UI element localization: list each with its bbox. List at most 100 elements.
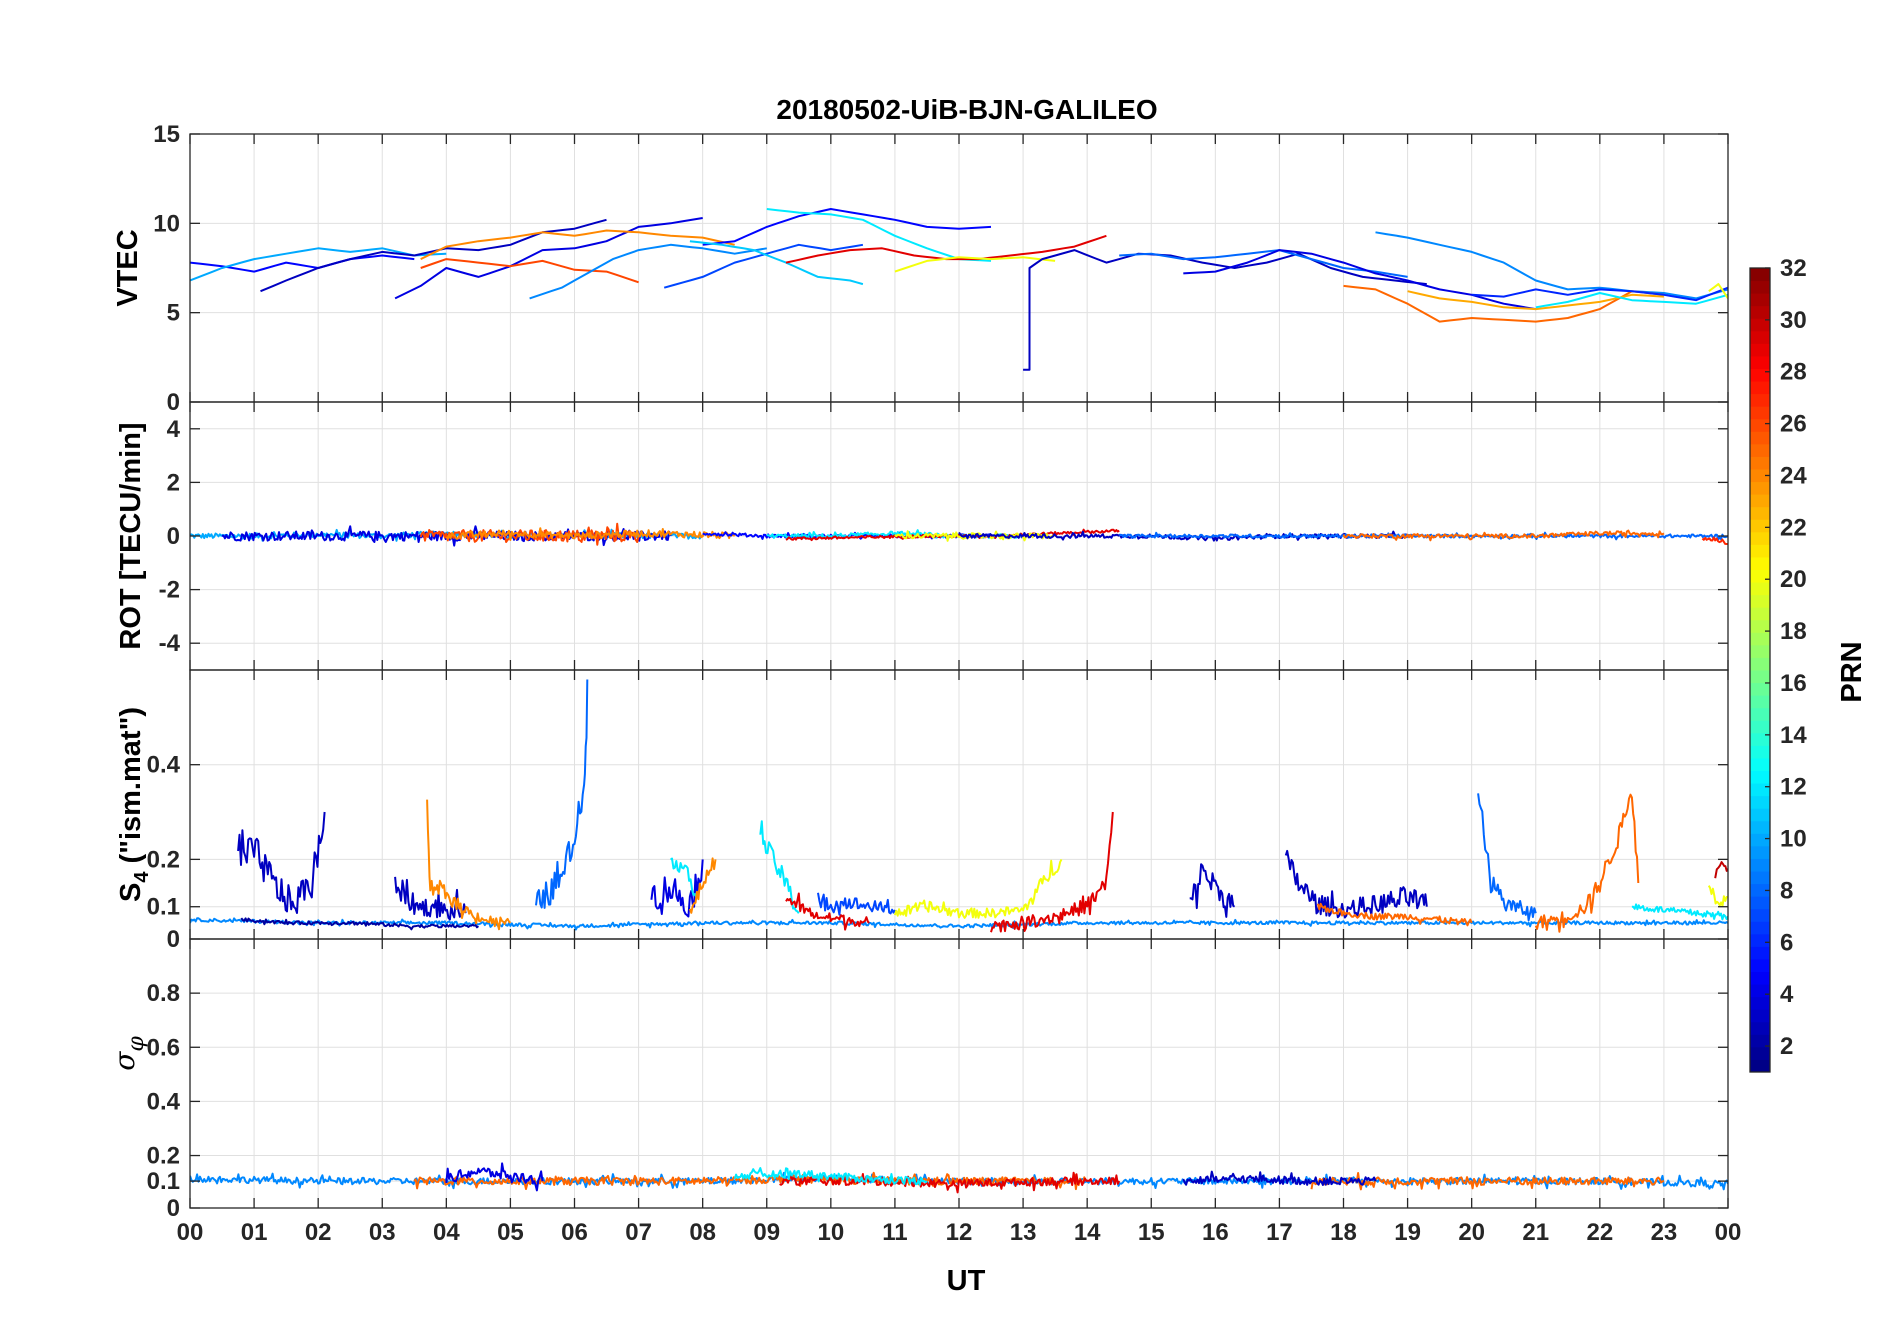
colorbar-segment <box>1750 921 1770 935</box>
colorbar-segment <box>1750 556 1770 570</box>
series-prn-8 <box>535 679 589 909</box>
colorbar-segment <box>1750 368 1770 382</box>
colorbar-tick-label: 8 <box>1780 877 1793 904</box>
colorbar-segment <box>1750 544 1770 558</box>
colorbar-segment <box>1750 305 1770 319</box>
y-axis-label: VTEC <box>112 229 144 306</box>
colorbar-tick-label: 10 <box>1780 826 1807 853</box>
series-prn-30 <box>1714 861 1728 879</box>
y-tick-label: 0 <box>167 389 180 416</box>
x-tick-label: 18 <box>1330 1219 1357 1246</box>
series-prn-3 <box>1284 849 1428 919</box>
x-tick-label: 12 <box>946 1219 973 1246</box>
colorbar-segment <box>1750 670 1770 684</box>
x-tick-label: 00 <box>177 1219 204 1246</box>
colorbar-segment <box>1750 795 1770 809</box>
y-axis-label: ROT [TECU/min] <box>115 422 147 649</box>
x-tick-label: 00 <box>1715 1219 1742 1246</box>
colorbar-segment <box>1750 481 1770 495</box>
colorbar-segment <box>1750 343 1770 357</box>
series-prn-25 <box>1342 529 1665 542</box>
colorbar-tick-label: 24 <box>1780 462 1807 489</box>
colorbar-segment <box>1750 757 1770 771</box>
colorbar-segment <box>1750 469 1770 483</box>
series-prn-3 <box>394 876 467 921</box>
x-axis-ticks: 00 01 02 03 04 05 06 07 08 09 10 11 12 13 14 15 16 17 18 19… <box>177 1219 1742 1246</box>
series-prn-3 <box>958 530 1409 542</box>
y-tick-label: 0.4 <box>147 752 181 779</box>
series-prn-7 <box>663 243 864 289</box>
colorbar-segment <box>1750 971 1770 985</box>
series-prn-24 <box>420 229 735 260</box>
y-tick-label: 0 <box>167 1195 180 1222</box>
series-prn-26 <box>419 522 640 546</box>
colorbar-segment <box>1750 783 1770 797</box>
x-tick-label: 17 <box>1266 1219 1293 1246</box>
y-tick-label: 0 <box>167 926 180 953</box>
chart-title: 20180502-UiB-BJN-GALILEO <box>776 94 1157 125</box>
series-prn-4 <box>394 217 703 300</box>
colorbar-segment <box>1750 770 1770 784</box>
series-prn-6 <box>1471 286 1728 302</box>
x-tick-label: 19 <box>1394 1219 1421 1246</box>
series-prn-3 <box>1023 249 1427 371</box>
series-prn-5 <box>702 208 992 246</box>
colorbar-segment <box>1750 946 1770 960</box>
x-tick-label: 21 <box>1522 1219 1549 1246</box>
y-tick-label: 4 <box>167 416 181 443</box>
colorbar-tick-label: 14 <box>1780 722 1807 749</box>
series-prn-24 <box>426 799 512 931</box>
colorbar-segment <box>1750 720 1770 734</box>
colorbar-segment <box>1750 695 1770 709</box>
colorbar-segment <box>1750 958 1770 972</box>
colorbar-segment <box>1750 280 1770 294</box>
series-prn-20 <box>893 858 1063 919</box>
colorbar-segment <box>1750 908 1770 922</box>
series-prn-29 <box>785 892 870 931</box>
colorbar-segment <box>1750 619 1770 633</box>
series-prn-10 <box>190 247 447 282</box>
y-tick-label: 2 <box>167 469 180 496</box>
series-prn-25 <box>1343 284 1665 323</box>
colorbar-segment <box>1750 293 1770 307</box>
y-tick-label: 0.1 <box>147 1168 180 1195</box>
series-prn-24 <box>688 857 717 914</box>
x-tick-label: 05 <box>497 1219 524 1246</box>
series-prn-12 <box>1535 292 1728 309</box>
colorbar-segment <box>1750 845 1770 859</box>
colorbar-segment <box>1750 318 1770 332</box>
series-prn-3 <box>260 218 607 293</box>
colorbar-tick-label: 22 <box>1780 514 1807 541</box>
colorbar-segment <box>1750 1046 1770 1060</box>
colorbar-segment <box>1750 996 1770 1010</box>
colorbar-segment <box>1750 644 1770 658</box>
colorbar-tick-label: 6 <box>1780 929 1793 956</box>
series-prn-9 <box>1375 231 1728 300</box>
y-tick-label: 0.1 <box>147 894 180 921</box>
x-tick-label: 08 <box>689 1219 716 1246</box>
colorbar-segment <box>1750 896 1770 910</box>
series-group <box>190 679 1728 933</box>
colorbar-segment <box>1750 494 1770 508</box>
colorbar-segment <box>1750 871 1770 885</box>
colorbar-segment <box>1750 594 1770 608</box>
series-prn-12 <box>669 857 698 898</box>
series-group <box>190 208 1728 371</box>
colorbar-segment <box>1750 607 1770 621</box>
y-tick-label: 0.4 <box>147 1088 181 1115</box>
colorbar-tick-label: 30 <box>1780 307 1807 334</box>
colorbar-segment <box>1750 531 1770 545</box>
panel-vtec: 0 5 10 15 VTEC <box>112 121 1729 416</box>
colorbar-segment <box>1750 506 1770 520</box>
colorbar-segment <box>1750 833 1770 847</box>
y-tick-label: -4 <box>159 630 181 657</box>
series-prn-4 <box>1183 249 1536 311</box>
x-tick-label: 06 <box>561 1219 588 1246</box>
colorbar-tick-label: 20 <box>1780 566 1807 593</box>
y-tick-label: 10 <box>153 210 180 237</box>
colorbar-tick-label: 12 <box>1780 774 1807 801</box>
colorbar-segment <box>1750 933 1770 947</box>
colorbar-segment <box>1750 1059 1770 1073</box>
